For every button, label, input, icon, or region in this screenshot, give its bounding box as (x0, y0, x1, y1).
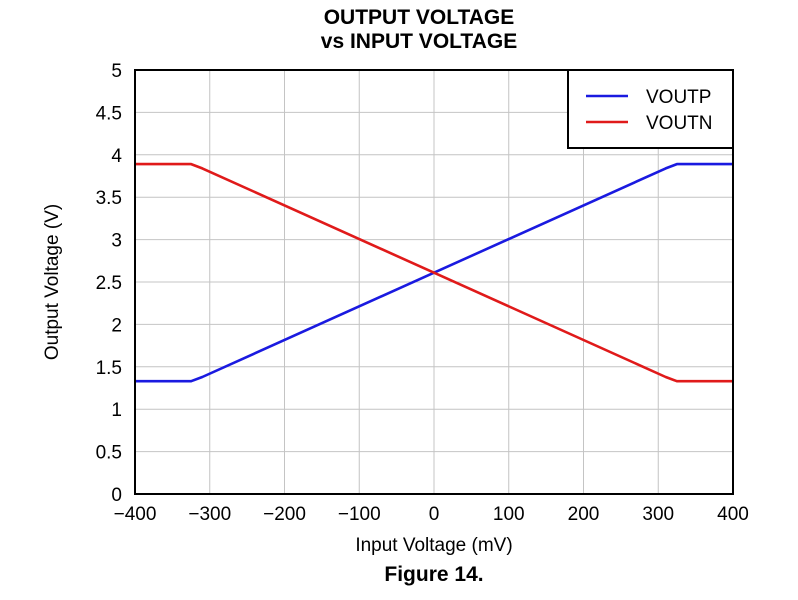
legend-label-voutn: VOUTN (646, 113, 713, 134)
y-tick-label: 1 (111, 400, 122, 421)
chart-subtitle: vs INPUT VOLTAGE (320, 30, 518, 53)
legend-label-voutp: VOUTP (646, 87, 711, 108)
plot-frame (134, 69, 734, 495)
x-tick-label: 200 (568, 504, 600, 525)
legend-box (567, 69, 734, 149)
y-tick-label: 0 (111, 485, 122, 506)
series-lines (135, 162, 733, 383)
y-tick-label: 3 (111, 231, 122, 252)
y-tick-label: 2.5 (96, 273, 122, 294)
x-axis-label: Input Voltage (mV) (355, 535, 512, 556)
y-tick-label: 3.5 (96, 188, 122, 209)
y-tick-label: 5 (111, 61, 122, 82)
x-tick-label: −200 (263, 504, 306, 525)
x-tick-label: −400 (114, 504, 157, 525)
line-chart: −400 −300 −200 −100 0 100 200 300 400 0 0.5 1 1.5 2 2… (42, 61, 749, 556)
y-tick-labels: 0 0.5 1 1.5 2 2.5 3 3.5 4 4.5 5 (96, 61, 123, 506)
x-tick-label: 100 (493, 504, 525, 525)
y-tick-label: 4.5 (96, 103, 122, 124)
x-tick-label: −100 (338, 504, 381, 525)
chart-title: OUTPUT VOLTAGE (323, 6, 515, 29)
x-tick-label: 300 (642, 504, 674, 525)
x-tick-label: 0 (429, 504, 440, 525)
y-tick-label: 2 (111, 315, 122, 336)
x-tick-labels: −400 −300 −200 −100 0 100 200 300 400 (114, 504, 749, 525)
y-axis-label: Output Voltage (V) (42, 204, 63, 360)
legend: VOUTP VOUTN (567, 69, 734, 149)
x-tick-label: 400 (717, 504, 749, 525)
x-tick-label: −300 (188, 504, 231, 525)
y-tick-label: 1.5 (96, 358, 122, 379)
figure-caption: Figure 14. (384, 563, 484, 586)
y-tick-label: 4 (111, 146, 122, 167)
y-tick-label: 0.5 (96, 443, 122, 464)
series-line-voutn (135, 162, 733, 383)
